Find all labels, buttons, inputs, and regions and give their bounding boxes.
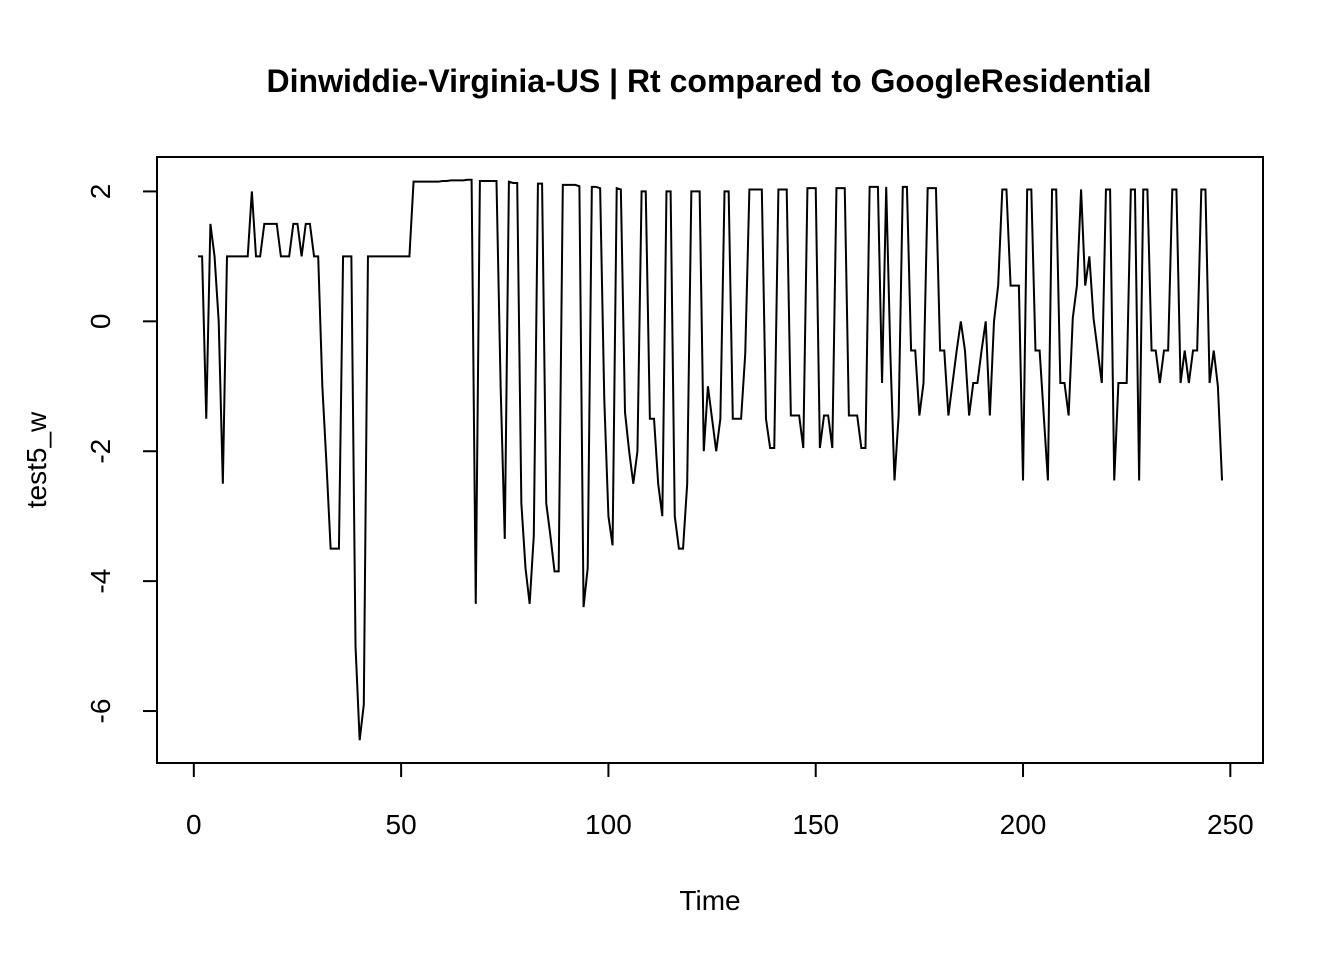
x-tick-label: 250 xyxy=(1207,809,1254,840)
series-line xyxy=(197,178,1224,741)
y-tick-label: -4 xyxy=(85,569,116,594)
x-tick-label: 100 xyxy=(585,809,632,840)
y-tick-label: -6 xyxy=(85,699,116,724)
x-tick-label: 200 xyxy=(1000,809,1047,840)
x-tick-label: 50 xyxy=(386,809,417,840)
y-tick-label: 2 xyxy=(85,184,116,200)
x-tick-label: 0 xyxy=(186,809,202,840)
x-tick-label: 150 xyxy=(792,809,839,840)
x-axis-label: Time xyxy=(679,885,740,916)
y-axis-label: test5_w xyxy=(21,411,52,508)
chart-title: Dinwiddie-Virginia-US | Rt compared to G… xyxy=(267,63,1152,99)
y-tick-label: -2 xyxy=(85,439,116,464)
y-tick-label: 0 xyxy=(85,314,116,330)
